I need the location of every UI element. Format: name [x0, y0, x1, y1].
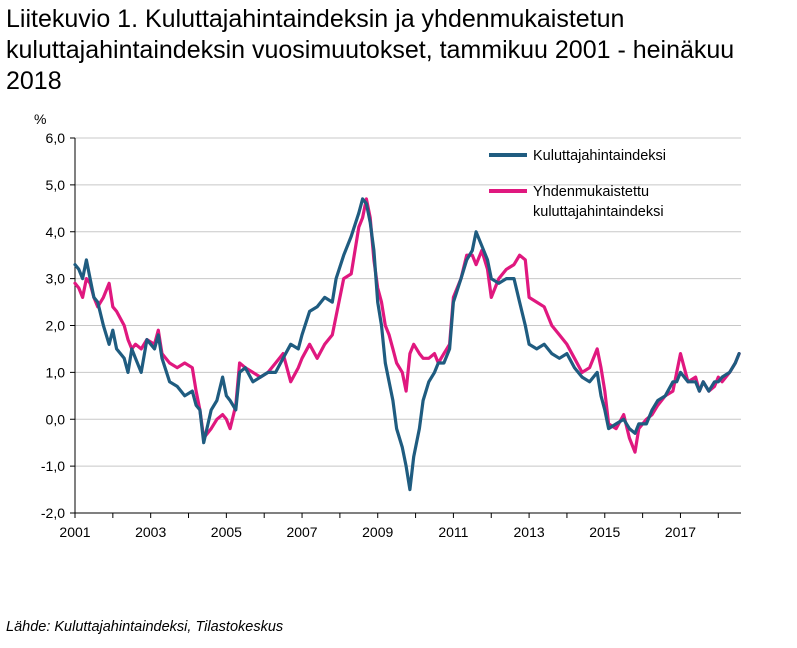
x-tick-label: 2017 — [665, 524, 696, 540]
line-chart: 6,05,04,03,02,01,00,0-1,0-2,0 2001 2003 20… — [34, 111, 741, 540]
x-tick-label: 2003 — [135, 524, 166, 540]
y-axis-unit-label: % — [34, 111, 46, 127]
y-tick-label: 0,0 — [46, 411, 66, 427]
y-tick-label: -1,0 — [41, 458, 65, 474]
legend: Kuluttajahintaindeksi Yhdenmukaistettu kul… — [489, 148, 666, 220]
legend-label: Yhdenmukaistettu — [533, 184, 649, 200]
y-tick-label: 1,0 — [46, 364, 66, 380]
gridlines — [75, 137, 741, 467]
chart-title: Liitekuvio 1. Kuluttajahintaindeksin ja … — [6, 5, 735, 95]
x-tick-label: 2009 — [362, 524, 393, 540]
series-lines — [73, 197, 741, 492]
y-tick-label: -2,0 — [41, 505, 65, 521]
x-tick-label: 2011 — [438, 524, 468, 540]
x-axis-ticks: 2001 2003 2005 2007 2009 2011 2013 2015 2017 — [59, 513, 719, 540]
legend-label: kuluttajahintaindeksi — [533, 204, 664, 220]
x-tick-label: 2013 — [514, 524, 545, 540]
legend-label: Kuluttajahintaindeksi — [533, 148, 666, 164]
series-line-yhdenmukaistettu — [73, 197, 741, 454]
series-line-kuluttajahintaindeksi — [73, 197, 741, 492]
x-tick-label: 2005 — [211, 524, 242, 540]
y-tick-label: 2,0 — [46, 318, 66, 334]
y-tick-label: 5,0 — [46, 177, 66, 193]
x-tick-label: 2001 — [59, 524, 90, 540]
x-tick-label: 2015 — [589, 524, 620, 540]
source-note: Lähde: Kuluttajahintaindeksi, Tilastokes… — [6, 619, 284, 635]
y-tick-label: 3,0 — [46, 271, 66, 287]
y-tick-label: 4,0 — [46, 224, 66, 240]
y-axis-ticks: 6,0 5,0 4,0 3,0 2,0 1,0 0,0 -1,0 -2,0 — [41, 130, 75, 521]
y-tick-label: 6,0 — [46, 130, 66, 146]
x-tick-label: 2007 — [286, 524, 317, 540]
